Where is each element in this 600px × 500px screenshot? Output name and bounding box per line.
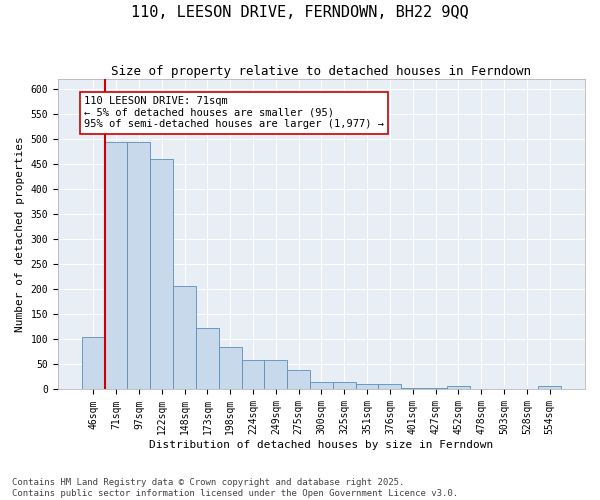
Y-axis label: Number of detached properties: Number of detached properties (15, 136, 25, 332)
Bar (310, 382, 333, 390)
Bar (196, 328, 219, 390)
Bar (82, 337, 104, 390)
Bar (151, 159, 173, 390)
Bar (104, 142, 127, 390)
Bar (242, 360, 265, 390)
Bar (219, 348, 242, 390)
Bar (333, 382, 356, 390)
Bar (424, 388, 447, 390)
Bar (401, 388, 424, 390)
Bar (356, 384, 379, 390)
Text: 110, LEESON DRIVE, FERNDOWN, BH22 9QQ: 110, LEESON DRIVE, FERNDOWN, BH22 9QQ (131, 5, 469, 20)
Bar (538, 386, 561, 390)
Text: Contains HM Land Registry data © Crown copyright and database right 2025.
Contai: Contains HM Land Registry data © Crown c… (12, 478, 458, 498)
Bar (265, 360, 287, 390)
Bar (447, 386, 470, 390)
Title: Size of property relative to detached houses in Ferndown: Size of property relative to detached ho… (112, 65, 532, 78)
Text: 110 LEESON DRIVE: 71sqm
← 5% of detached houses are smaller (95)
95% of semi-det: 110 LEESON DRIVE: 71sqm ← 5% of detached… (84, 96, 384, 130)
Bar (173, 286, 196, 390)
Bar (127, 142, 151, 390)
Bar (287, 370, 310, 390)
X-axis label: Distribution of detached houses by size in Ferndown: Distribution of detached houses by size … (149, 440, 494, 450)
Bar (379, 384, 401, 390)
